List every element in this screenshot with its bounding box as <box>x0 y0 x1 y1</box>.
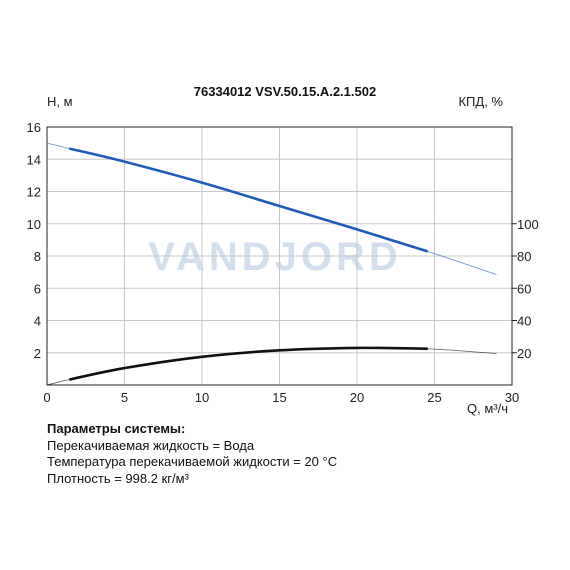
param-liquid: Перекачиваемая жидкость = Вода <box>47 437 255 453</box>
y-tick-label: 12 <box>27 185 41 200</box>
y-tick-label: 4 <box>34 314 41 329</box>
param-density: Плотность = 998.2 кг/м³ <box>47 470 189 486</box>
y-tick-label: 10 <box>27 217 41 232</box>
y2-tick-label: 60 <box>517 281 531 296</box>
x-tick-labels: 0 5 10 15 20 25 30 <box>43 390 519 405</box>
y-axis-label: H, м <box>47 94 73 109</box>
series-1-working-curve <box>68 346 429 381</box>
x-tick-label: 0 <box>43 390 50 405</box>
y2-tick-label: 100 <box>517 217 539 232</box>
y-tick-label: 8 <box>34 249 41 264</box>
pump-curve-chart: 76334012 VSV.50.15.A.2.1.502 H, м КПД, %… <box>27 84 539 416</box>
y-tick-labels: 2 4 6 8 10 12 14 16 <box>27 120 41 361</box>
y2-axis-label: КПД, % <box>458 94 503 109</box>
x-tick-label: 30 <box>505 390 519 405</box>
x-tick-label: 20 <box>350 390 364 405</box>
series-lines <box>46 142 497 386</box>
series-1-full-curve <box>46 347 497 386</box>
series-0-working-curve <box>68 147 429 253</box>
x-tick-label: 5 <box>121 390 128 405</box>
y-tick-label: 14 <box>27 152 41 167</box>
param-temperature: Температура перекачиваемой жидкости = 20… <box>47 454 338 469</box>
y2-tick-label: 40 <box>517 314 531 329</box>
grid <box>47 127 512 385</box>
y-tick-label: 2 <box>34 346 41 361</box>
watermark-logo: VANDJORD <box>148 235 402 279</box>
x-axis-label: Q, м³/ч <box>467 401 508 416</box>
y-tick-label: 6 <box>34 281 41 296</box>
x-tick-label: 15 <box>272 390 286 405</box>
chart-title: 76334012 VSV.50.15.A.2.1.502 <box>194 84 376 99</box>
y-tick-label: 16 <box>27 120 41 135</box>
x-tick-label: 10 <box>195 390 209 405</box>
y2-tick-label: 20 <box>517 346 531 361</box>
system-parameters: Параметры системы: Перекачиваемая жидкос… <box>47 421 337 487</box>
y2-tick-label: 80 <box>517 249 531 264</box>
system-parameters-header: Параметры системы: <box>47 421 186 436</box>
x-tick-label: 25 <box>427 390 441 405</box>
y2-tick-labels: 20 40 60 80 100 <box>512 217 539 361</box>
